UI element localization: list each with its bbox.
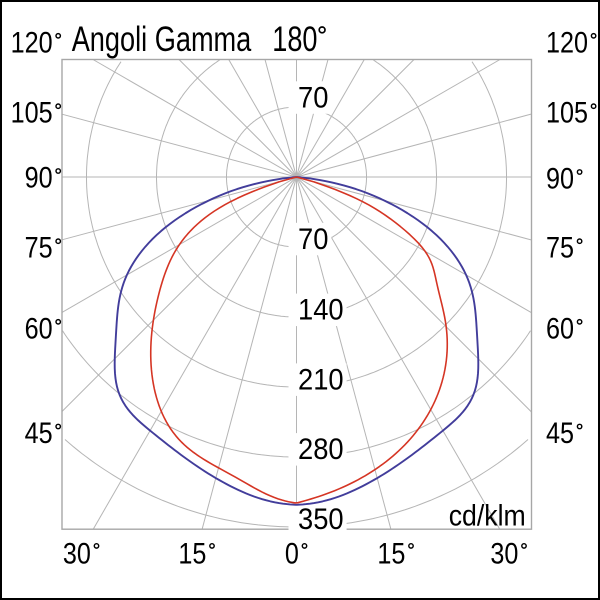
svg-text:30: 30 (490, 539, 518, 571)
svg-text:30: 30 (63, 539, 91, 571)
svg-text:15: 15 (377, 539, 405, 571)
svg-text:180: 180 (272, 19, 317, 59)
svg-text:105: 105 (11, 98, 53, 130)
svg-text:Angoli Gamma: Angoli Gamma (72, 19, 252, 59)
svg-text:70: 70 (298, 224, 328, 256)
svg-text:350: 350 (298, 504, 344, 536)
svg-text:70: 70 (298, 82, 328, 114)
svg-text:15: 15 (178, 539, 206, 571)
svg-text:90: 90 (25, 163, 53, 195)
svg-text:120: 120 (546, 27, 588, 59)
svg-text:cd/klm: cd/klm (449, 500, 526, 532)
svg-text:60: 60 (25, 313, 53, 345)
svg-text:280: 280 (298, 434, 344, 466)
svg-text:120: 120 (11, 27, 53, 59)
svg-text:75: 75 (546, 233, 574, 265)
svg-text:45: 45 (546, 418, 574, 450)
svg-text:210: 210 (298, 364, 344, 396)
svg-text:0: 0 (285, 539, 299, 571)
svg-text:90: 90 (546, 164, 574, 196)
svg-text:75: 75 (25, 233, 53, 265)
svg-text:60: 60 (546, 313, 574, 345)
svg-text:140: 140 (298, 295, 344, 327)
svg-text:45: 45 (25, 418, 53, 450)
svg-text:105: 105 (546, 98, 588, 130)
